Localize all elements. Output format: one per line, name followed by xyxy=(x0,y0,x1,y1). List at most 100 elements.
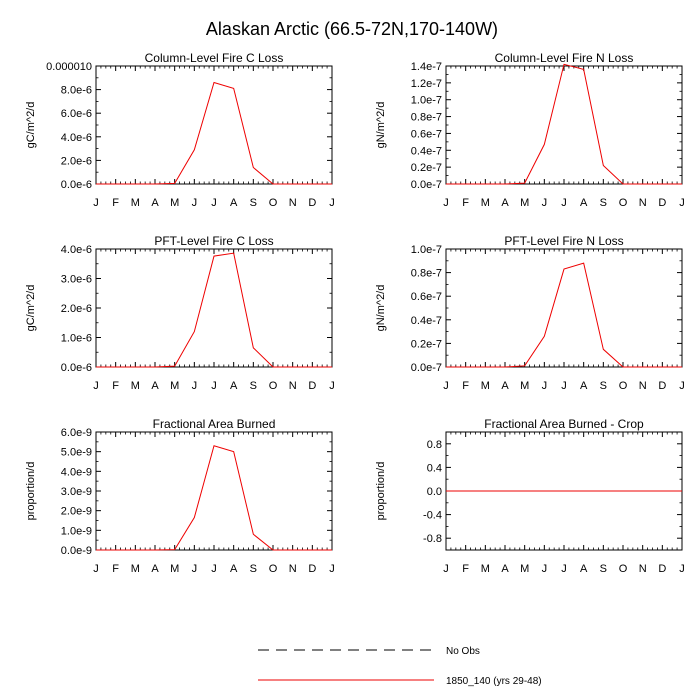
y-tick-label: 4.0e-6 xyxy=(61,244,92,256)
y-tick-label: 1.0e-7 xyxy=(411,95,442,107)
y-tick-label: 0.0 xyxy=(427,486,442,498)
y-tick-label: 0.0e-7 xyxy=(411,179,442,191)
x-tick-label: A xyxy=(230,563,238,575)
x-tick-label: N xyxy=(639,563,647,575)
x-tick-label: M xyxy=(520,380,529,392)
y-tick-label: 4.0e-6 xyxy=(61,132,92,144)
legend-label: No Obs xyxy=(446,646,480,657)
y-tick-label: 0.4 xyxy=(427,462,442,474)
x-tick-label: A xyxy=(151,197,159,209)
panel-title: Column-Level Fire N Loss xyxy=(495,51,634,65)
y-tick-label: 2.0e-9 xyxy=(61,506,92,518)
x-tick-label: J xyxy=(93,380,99,392)
y-tick-label: 0.0e-7 xyxy=(411,362,442,374)
x-tick-label: J xyxy=(329,380,335,392)
x-tick-label: O xyxy=(619,197,628,209)
x-tick-label: S xyxy=(250,380,257,392)
x-tick-label: J xyxy=(93,197,99,209)
y-tick-label: 0.8e-7 xyxy=(411,268,442,280)
x-tick-label: N xyxy=(639,197,647,209)
x-tick-label: F xyxy=(112,563,119,575)
x-tick-label: A xyxy=(501,563,509,575)
x-tick-label: J xyxy=(329,563,335,575)
y-tick-label: 1.0e-9 xyxy=(61,525,92,537)
x-tick-label: S xyxy=(250,197,257,209)
plot-frame xyxy=(445,65,683,185)
y-tick-label: 0.2e-7 xyxy=(411,162,442,174)
x-tick-label: J xyxy=(561,380,567,392)
x-tick-label: A xyxy=(230,197,238,209)
y-tick-label: 0.4e-7 xyxy=(411,145,442,157)
x-tick-label: J xyxy=(679,197,685,209)
x-tick-label: A xyxy=(151,380,159,392)
x-tick-label: N xyxy=(289,563,297,575)
figure-title: Alaskan Arctic (66.5-72N,170-140W) xyxy=(206,19,498,39)
x-tick-label: M xyxy=(131,563,140,575)
y-tick-label: 0.0e-9 xyxy=(61,545,92,557)
y-tick-label: 1.4e-7 xyxy=(411,61,442,73)
x-tick-label: A xyxy=(501,380,509,392)
y-tick-label: 6.0e-9 xyxy=(61,427,92,439)
y-tick-label: 8.0e-6 xyxy=(61,85,92,97)
x-tick-label: M xyxy=(520,563,529,575)
y-axis-label: proportion/d xyxy=(25,462,37,521)
x-tick-label: M xyxy=(170,380,179,392)
y-tick-label: 6.0e-6 xyxy=(61,108,92,120)
plot-frame xyxy=(95,248,333,368)
y-tick-label: 3.0e-9 xyxy=(61,486,92,498)
x-tick-label: J xyxy=(561,197,567,209)
x-tick-label: M xyxy=(131,197,140,209)
panel-title: PFT-Level Fire N Loss xyxy=(504,234,623,248)
x-tick-label: A xyxy=(151,563,159,575)
x-tick-label: S xyxy=(600,563,607,575)
x-tick-label: M xyxy=(481,197,490,209)
series-line xyxy=(446,63,682,185)
panel-title: Fractional Area Burned xyxy=(153,417,276,431)
x-tick-label: J xyxy=(192,563,198,575)
x-tick-label: M xyxy=(481,380,490,392)
x-tick-label: F xyxy=(462,563,469,575)
y-tick-label: 4.0e-9 xyxy=(61,466,92,478)
y-tick-label: 0.000010 xyxy=(46,61,92,73)
x-tick-label: J xyxy=(542,197,548,209)
x-tick-label: J xyxy=(679,380,685,392)
y-tick-label: 0.2e-7 xyxy=(411,338,442,350)
y-tick-label: 5.0e-9 xyxy=(61,447,92,459)
y-tick-label: 0.8 xyxy=(427,439,442,451)
x-tick-label: N xyxy=(639,380,647,392)
x-tick-label: J xyxy=(542,563,548,575)
x-tick-label: J xyxy=(192,380,198,392)
x-tick-label: M xyxy=(481,563,490,575)
x-tick-label: M xyxy=(520,197,529,209)
y-tick-label: 0.0e-6 xyxy=(61,179,92,191)
y-tick-label: 3.0e-6 xyxy=(61,274,92,286)
x-tick-label: O xyxy=(269,563,278,575)
x-tick-label: A xyxy=(230,380,238,392)
x-tick-label: J xyxy=(211,563,217,575)
y-tick-label: -0.8 xyxy=(423,533,442,545)
y-tick-label: 0.8e-7 xyxy=(411,112,442,124)
x-tick-label: F xyxy=(462,197,469,209)
legend-label: 1850_140 (yrs 29-48) xyxy=(446,676,542,687)
x-tick-label: D xyxy=(308,197,316,209)
x-tick-label: A xyxy=(580,197,588,209)
y-tick-label: 0.6e-7 xyxy=(411,291,442,303)
y-axis-label: gN/m^2/d xyxy=(375,102,387,149)
x-tick-label: N xyxy=(289,197,297,209)
y-tick-label: 0.0e-6 xyxy=(61,362,92,374)
x-tick-label: N xyxy=(289,380,297,392)
panel-title: Column-Level Fire C Loss xyxy=(145,51,284,65)
x-tick-label: J xyxy=(443,380,449,392)
y-tick-label: 2.0e-6 xyxy=(61,303,92,315)
x-tick-label: D xyxy=(308,563,316,575)
y-axis-label: gC/m^2/d xyxy=(25,102,37,149)
x-tick-label: D xyxy=(658,380,666,392)
x-tick-label: J xyxy=(192,197,198,209)
plot-frame xyxy=(95,431,333,551)
x-tick-label: O xyxy=(619,563,628,575)
x-tick-label: S xyxy=(600,197,607,209)
